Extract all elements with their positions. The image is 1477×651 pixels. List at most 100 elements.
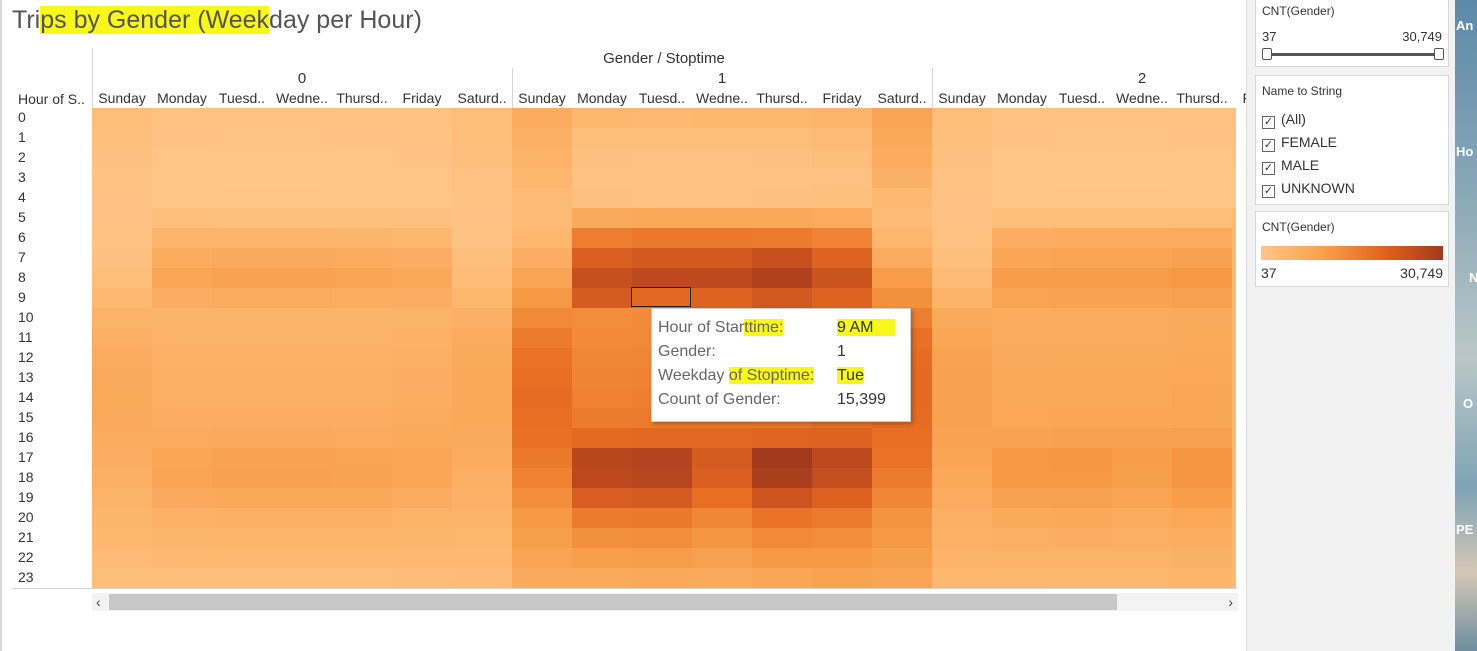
heatmap-cell[interactable] [212,248,272,268]
heatmap-cell[interactable] [92,408,152,428]
heatmap-cell[interactable] [1232,468,1236,488]
heatmap-cell[interactable] [932,548,992,568]
heatmap-cell[interactable] [212,468,272,488]
heatmap-cell[interactable] [992,108,1052,128]
heatmap-cell[interactable] [1172,228,1232,248]
heatmap-cell[interactable] [1172,448,1232,468]
heatmap-cell[interactable] [1172,308,1232,328]
heatmap-cell[interactable] [1232,408,1236,428]
heatmap-cell[interactable] [692,528,752,548]
heatmap-cell[interactable] [1112,368,1172,388]
heatmap-cell[interactable] [272,368,332,388]
heatmap-cell[interactable] [872,548,932,568]
heatmap-cell[interactable] [812,128,872,148]
heatmap-cell[interactable] [692,108,752,128]
heatmap-cell[interactable] [272,128,332,148]
heatmap-cell[interactable] [92,548,152,568]
heatmap-cell[interactable] [1112,488,1172,508]
heatmap-cell[interactable] [572,268,632,288]
heatmap-cell[interactable] [332,528,392,548]
heatmap-cell[interactable] [1112,348,1172,368]
heatmap-cell[interactable] [872,468,932,488]
heatmap-cell[interactable] [512,348,572,368]
heatmap-cell[interactable] [152,228,212,248]
heatmap-cell[interactable] [872,208,932,228]
hour-row-label[interactable]: 7 [18,249,26,265]
heatmap-cell[interactable] [1112,128,1172,148]
heatmap-cell[interactable] [272,268,332,288]
heatmap-cell[interactable] [1112,168,1172,188]
heatmap-cell[interactable] [752,568,812,588]
heatmap-cell[interactable] [332,388,392,408]
heatmap-cell[interactable] [512,388,572,408]
heatmap-cell[interactable] [932,148,992,168]
checkbox-checked-icon[interactable]: ✓ [1262,139,1275,152]
hour-row-label[interactable]: 23 [18,569,34,585]
hour-row-label[interactable]: 1 [18,129,26,145]
filter-option-female[interactable]: ✓ FEMALE [1262,134,1338,152]
heatmap-cell[interactable] [812,288,872,308]
heatmap-cell[interactable] [992,568,1052,588]
heatmap-cell[interactable] [572,428,632,448]
heatmap-cell[interactable] [152,108,212,128]
heatmap-cell[interactable] [92,468,152,488]
heatmap-cell[interactable] [1112,148,1172,168]
heatmap-cell[interactable] [332,148,392,168]
heatmap-cell[interactable] [512,468,572,488]
scrollbar-thumb[interactable] [109,594,1117,610]
heatmap-cell[interactable] [992,348,1052,368]
heatmap-cell[interactable] [1112,528,1172,548]
heatmap-cell[interactable] [992,548,1052,568]
heatmap-cell[interactable] [1232,208,1236,228]
heatmap-cell[interactable] [992,248,1052,268]
checkbox-checked-icon[interactable]: ✓ [1262,116,1275,129]
heatmap-cell[interactable] [572,228,632,248]
heatmap-cell[interactable] [512,208,572,228]
heatmap-cell[interactable] [692,168,752,188]
hour-row-label[interactable]: 18 [18,469,34,485]
heatmap-cell[interactable] [212,268,272,288]
heatmap-cell[interactable] [812,248,872,268]
heatmap-cell[interactable] [152,448,212,468]
heatmap-cell[interactable] [1112,428,1172,448]
heatmap-cell[interactable] [932,428,992,448]
heatmap-cell[interactable] [932,448,992,468]
heatmap-cell[interactable] [332,448,392,468]
heatmap-cell[interactable] [932,388,992,408]
heatmap-cell[interactable] [152,208,212,228]
heatmap-cell[interactable] [752,508,812,528]
heatmap-cell[interactable] [512,308,572,328]
heatmap-cell[interactable] [392,268,452,288]
heatmap-cell[interactable] [992,168,1052,188]
heatmap-cell[interactable] [512,128,572,148]
heatmap-cell[interactable] [512,188,572,208]
heatmap-cell[interactable] [272,428,332,448]
heatmap-cell[interactable] [1112,548,1172,568]
heatmap-cell[interactable] [932,208,992,228]
heatmap-cell[interactable] [992,128,1052,148]
heatmap-cell[interactable] [392,488,452,508]
weekday-column-label[interactable]: Monday [577,90,627,106]
heatmap-cell[interactable] [932,108,992,128]
heatmap-cell[interactable] [1172,268,1232,288]
heatmap-cell[interactable] [272,568,332,588]
heatmap-cell[interactable] [92,168,152,188]
weekday-column-label[interactable]: Wedne.. [276,90,328,106]
heatmap-cell[interactable] [632,568,692,588]
heatmap-cell[interactable] [212,328,272,348]
heatmap-cell[interactable] [992,368,1052,388]
hour-row-label[interactable]: 17 [18,449,34,465]
heatmap-cell[interactable] [152,388,212,408]
weekday-column-label[interactable]: Wedne.. [1116,90,1168,106]
heatmap-cell[interactable] [1232,448,1236,468]
heatmap-cell[interactable] [752,528,812,548]
heatmap-cell[interactable] [1232,388,1236,408]
heatmap-cell[interactable] [932,488,992,508]
heatmap-cell[interactable] [632,508,692,528]
heatmap-cell[interactable] [92,528,152,548]
heatmap-cell[interactable] [392,468,452,488]
heatmap-cell[interactable] [872,248,932,268]
heatmap-cell[interactable] [92,488,152,508]
heatmap-cell[interactable] [1052,388,1112,408]
hour-row-label[interactable]: 13 [18,369,34,385]
